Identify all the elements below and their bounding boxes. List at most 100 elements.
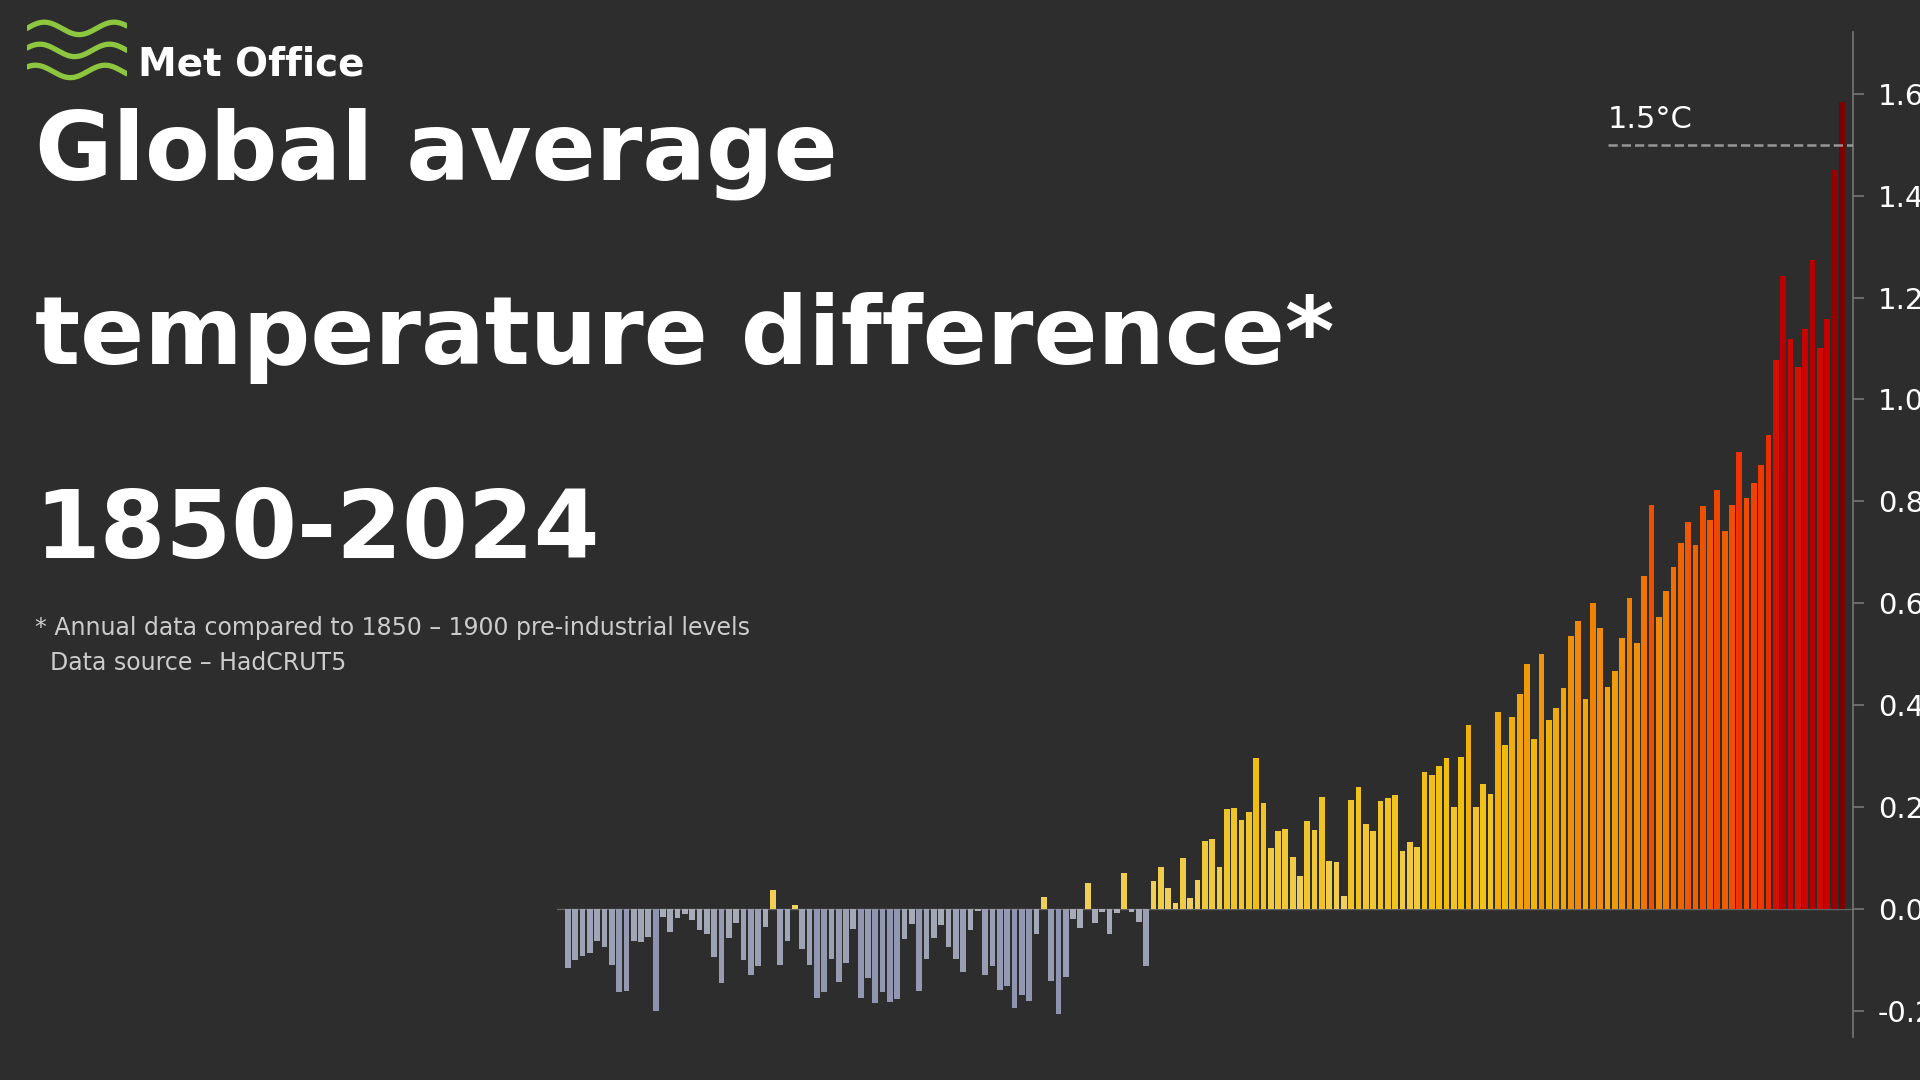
Bar	[791, 905, 797, 909]
Bar	[1371, 832, 1377, 909]
Bar	[1356, 787, 1361, 909]
Bar	[1715, 489, 1720, 909]
Bar	[989, 909, 995, 966]
Bar	[1839, 102, 1845, 909]
Bar	[939, 909, 945, 926]
Bar	[1340, 896, 1346, 909]
Bar	[1663, 591, 1668, 909]
Bar	[902, 909, 908, 940]
Bar	[1655, 617, 1661, 909]
Bar	[1582, 699, 1588, 909]
Bar	[749, 909, 755, 974]
Bar	[1421, 772, 1427, 909]
Bar	[733, 909, 739, 922]
Bar	[1759, 464, 1764, 909]
Bar	[1129, 909, 1135, 912]
Bar	[968, 909, 973, 930]
Bar	[1069, 909, 1075, 919]
Bar	[1501, 745, 1507, 909]
Bar	[1334, 863, 1340, 909]
Text: temperature difference*: temperature difference*	[35, 292, 1334, 383]
Bar	[1816, 348, 1822, 909]
Bar	[1488, 794, 1494, 909]
Bar	[1025, 909, 1031, 1001]
Bar	[1415, 847, 1421, 909]
Bar	[1363, 824, 1369, 909]
Text: 1850-2024: 1850-2024	[35, 486, 601, 578]
Bar	[1202, 840, 1208, 909]
Bar	[829, 909, 833, 959]
Bar	[1736, 453, 1741, 909]
Bar	[1452, 807, 1457, 909]
Bar	[1400, 851, 1405, 909]
Bar	[1041, 897, 1046, 909]
Bar	[1379, 800, 1384, 909]
Bar	[1832, 170, 1837, 909]
Bar	[916, 909, 922, 991]
Bar	[1678, 543, 1684, 909]
Bar	[1064, 909, 1069, 977]
Bar	[588, 909, 593, 954]
Bar	[1811, 260, 1816, 909]
Bar	[1436, 766, 1442, 909]
Bar	[668, 909, 674, 932]
Bar	[924, 909, 929, 959]
Bar	[1803, 329, 1809, 909]
Bar	[996, 909, 1002, 990]
Bar	[1085, 882, 1091, 909]
Bar	[1106, 909, 1112, 934]
Bar	[1121, 873, 1127, 909]
Bar	[682, 909, 687, 915]
Bar	[580, 909, 586, 956]
Bar	[1496, 712, 1501, 909]
Bar	[1254, 758, 1260, 909]
Bar	[632, 909, 637, 941]
Bar	[1012, 909, 1018, 1009]
Bar	[1327, 861, 1332, 909]
Bar	[908, 909, 914, 924]
Bar	[1642, 577, 1647, 909]
Bar	[1283, 829, 1288, 909]
Bar	[1020, 909, 1025, 995]
Bar	[755, 909, 760, 966]
Bar	[1561, 688, 1567, 909]
Bar	[1457, 757, 1463, 909]
Bar	[1290, 858, 1296, 909]
Bar	[1267, 848, 1273, 909]
Bar	[1428, 775, 1434, 909]
Bar	[1707, 521, 1713, 909]
Bar	[851, 909, 856, 929]
Bar	[835, 909, 841, 982]
Bar	[1217, 867, 1223, 909]
Bar	[1173, 903, 1179, 909]
Bar	[1223, 809, 1229, 909]
Bar	[674, 909, 680, 918]
Bar	[806, 909, 812, 964]
Bar	[660, 909, 666, 917]
Bar	[1298, 876, 1304, 909]
Bar	[1100, 909, 1106, 913]
Bar	[1524, 664, 1530, 909]
Bar	[1444, 758, 1450, 909]
Bar	[1231, 808, 1236, 909]
Bar	[1165, 889, 1171, 909]
Bar	[1670, 567, 1676, 909]
Bar	[1056, 909, 1062, 1014]
Bar	[785, 909, 791, 942]
Bar	[931, 909, 937, 937]
Bar	[762, 909, 768, 927]
Bar	[1795, 367, 1801, 909]
Bar	[1634, 643, 1640, 909]
Bar	[1722, 531, 1728, 909]
Bar	[1181, 858, 1187, 909]
Bar	[1092, 909, 1098, 923]
Bar	[1626, 598, 1632, 909]
Bar	[1048, 909, 1054, 981]
Bar	[1824, 320, 1830, 909]
Bar	[1517, 693, 1523, 909]
Bar	[1553, 708, 1559, 909]
Bar	[879, 909, 885, 991]
Bar	[1590, 604, 1596, 909]
Bar	[624, 909, 630, 991]
Bar	[616, 909, 622, 991]
